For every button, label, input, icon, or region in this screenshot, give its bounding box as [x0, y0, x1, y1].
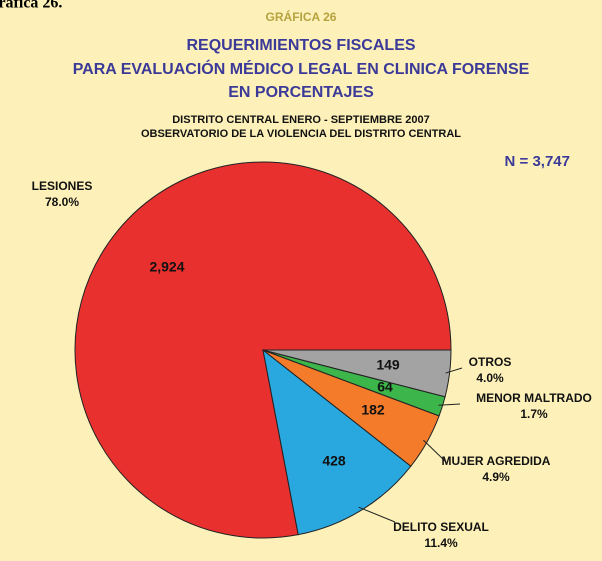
- caption: Gráfica 26.: [0, 0, 62, 12]
- category-label: OTROS: [469, 355, 512, 369]
- count-label: 182: [361, 402, 385, 418]
- value-label: 4.0%: [476, 371, 504, 385]
- leader-line: [438, 403, 461, 406]
- count-label: 2,924: [149, 259, 184, 275]
- count-label: 428: [322, 453, 346, 469]
- pie-slice: [262, 348, 412, 536]
- count-label: 149: [376, 357, 400, 373]
- leader-line: [358, 506, 396, 523]
- chart-title: EN PORCENTAJES: [228, 84, 374, 101]
- value-label: 11.4%: [424, 536, 458, 550]
- annotation: N = 3,747: [505, 153, 570, 170]
- pie-slice: [262, 349, 452, 398]
- chart-subtitle: OBSERVATORIO DE LA VIOLENCIA DEL DISTRIT…: [141, 128, 461, 140]
- value-label: 1.7%: [520, 407, 548, 421]
- chart-title: PARA EVALUACIÓN MÉDICO LEGAL EN CLINICA …: [73, 59, 530, 78]
- leader-line: [445, 367, 463, 374]
- category-label: MENOR MALTRADO: [476, 391, 592, 405]
- category-label: LESIONES: [32, 179, 93, 193]
- chart-subtitle: DISTRITO CENTRAL ENERO - SEPTIEMBRE 2007: [172, 114, 430, 126]
- chart-title: REQUERIMIENTOS FISCALES: [186, 37, 415, 54]
- category-label: MUJER AGREDIDA: [442, 454, 551, 468]
- leader-line: [423, 439, 447, 463]
- value-label: 78.0%: [45, 195, 79, 209]
- category-label: DELITO SEXUAL: [393, 520, 489, 534]
- chart-label: GRÁFICA 26: [266, 9, 337, 24]
- value-label: 4.9%: [482, 470, 510, 484]
